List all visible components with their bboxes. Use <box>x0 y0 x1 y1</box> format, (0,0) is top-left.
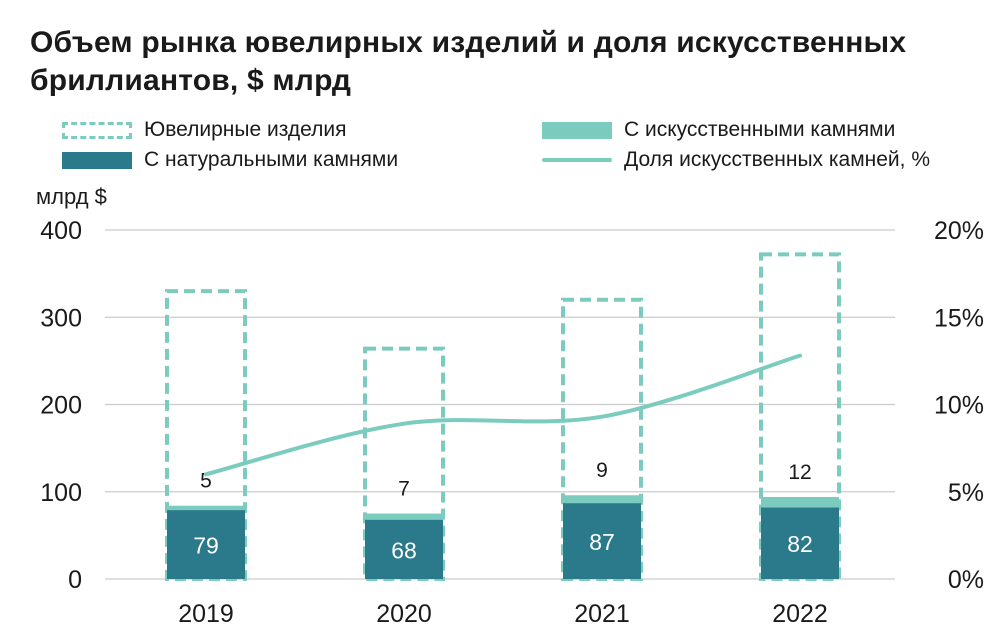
legend-natural-swatch <box>62 151 132 169</box>
legend-lab-label: С искусственными камнями <box>624 118 896 141</box>
natural-value-label: 87 <box>589 529 615 555</box>
natural-value-label: 82 <box>787 531 813 557</box>
x-tick-label: 2022 <box>772 600 828 628</box>
legend-natural: С натуральными камнями <box>62 148 398 172</box>
legend-share: Доля искусственных камней, % <box>542 148 930 172</box>
lab-bar <box>563 495 641 504</box>
share-line <box>204 353 802 477</box>
natural-bar <box>563 503 641 579</box>
lab-value-label: 12 <box>788 461 811 484</box>
natural-bar <box>365 519 443 579</box>
legend-total: Ювелирные изделия <box>62 118 346 142</box>
y-axis-unit: млрд $ <box>36 184 107 209</box>
legend-share-swatch <box>542 158 612 162</box>
lab-bar <box>761 496 839 508</box>
legend-total-swatch <box>62 121 132 139</box>
legend-natural-label: С натуральными камнями <box>144 148 399 171</box>
y2-tick-label: 0% <box>948 566 984 594</box>
y2-tick-label: 20% <box>934 217 984 245</box>
y-tick-label: 200 <box>40 392 82 420</box>
y-tick-label: 0 <box>68 566 82 594</box>
natural-bar <box>167 510 245 579</box>
lab-value-label: 7 <box>398 478 410 501</box>
natural-value-label: 68 <box>391 537 417 563</box>
y2-tick-label: 5% <box>948 479 984 507</box>
y2-tick-label: 10% <box>934 392 984 420</box>
y2-tick-label: 15% <box>934 304 984 332</box>
total-bar <box>165 289 247 581</box>
natural-bar <box>761 507 839 579</box>
legend-lab-swatch <box>542 121 612 139</box>
y-tick-label: 400 <box>40 217 82 245</box>
total-bar <box>759 252 841 581</box>
legend-share-label: Доля искусственных камней, % <box>624 148 931 171</box>
x-tick-label: 2020 <box>376 600 432 628</box>
lab-bar <box>365 513 443 520</box>
x-tick-label: 2021 <box>574 600 630 628</box>
x-tick-label: 2019 <box>178 600 234 628</box>
lab-bar <box>167 505 245 511</box>
y-tick-label: 300 <box>40 304 82 332</box>
lab-value-label: 5 <box>200 470 212 493</box>
legend-lab: С искусственными камнями <box>542 118 895 142</box>
natural-value-label: 79 <box>193 533 219 559</box>
lab-value-label: 9 <box>596 459 608 482</box>
legend-total-label: Ювелирные изделия <box>144 118 347 141</box>
y-tick-label: 100 <box>40 479 82 507</box>
chart-title: Объем рынка ювелирных изделий и доля иск… <box>30 26 907 97</box>
